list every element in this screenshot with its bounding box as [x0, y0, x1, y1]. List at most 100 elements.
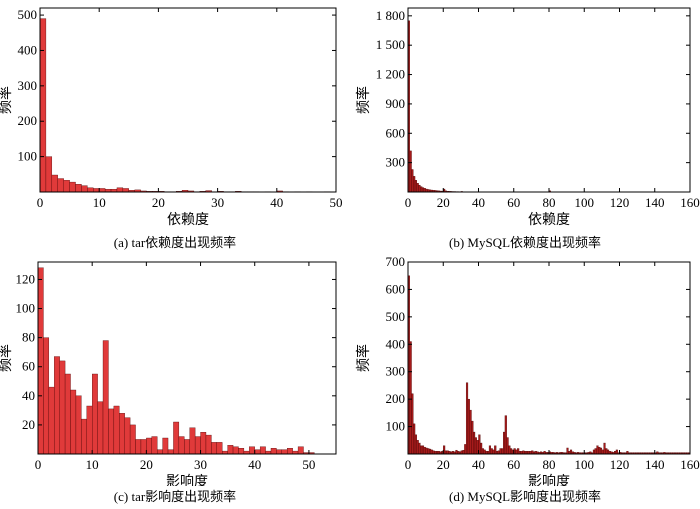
- bar-tar-impact-12: [102, 340, 109, 455]
- bar-tar-impact-2: [48, 386, 55, 455]
- chart-tar-impact: 0 10 20 30 40 50 20 40 60 80 100 120 影响度 频率: [0, 261, 337, 486]
- bar-mysql-impact-92: [569, 449, 573, 455]
- bar-mysql-impact-48: [492, 449, 495, 455]
- bar-tar-dependency-3: [57, 178, 64, 193]
- bar-mysql-impact-7: [420, 445, 423, 455]
- bar-mysql-impact-58: [510, 448, 513, 455]
- bar-mysql-impact-47: [490, 448, 493, 455]
- bar-tar-impact-31: [205, 434, 212, 455]
- bar-mysql-impact-36: [471, 420, 474, 455]
- bars-mysql-impact: [407, 275, 691, 455]
- y-tick-label-mysql-impact-400: 400: [386, 336, 406, 351]
- x-tick-label-mysql-impact-120: 120: [610, 457, 630, 472]
- y-tick-label-mysql-impact-500: 500: [386, 309, 406, 324]
- x-tick-label-tar-dependency-50: 50: [330, 195, 343, 210]
- bar-tar-impact-25: [173, 421, 180, 455]
- bar-tar-impact-35: [227, 445, 234, 455]
- bar-tar-impact-28: [189, 427, 196, 455]
- bar-mysql-impact-54: [503, 431, 506, 455]
- x-axis-title-tar-impact: 影响度: [166, 474, 208, 486]
- bar-mysql-impact-27: [455, 449, 458, 455]
- x-tick-label-tar-dependency-30: 30: [211, 195, 224, 210]
- bar-tar-dependency-10: [99, 188, 106, 193]
- bar-mysql-impact-12: [428, 448, 432, 455]
- bar-tar-impact-29: [194, 436, 201, 455]
- bar-mysql-impact-52: [499, 448, 502, 455]
- y-tick-label-mysql-impact-600: 600: [386, 281, 406, 296]
- bar-mysql-dependency-4: [414, 180, 417, 193]
- x-tick-label-mysql-dependency-140: 140: [645, 195, 665, 210]
- y-tick-label-tar-dependency-500: 500: [18, 7, 38, 22]
- bar-tar-impact-11: [97, 401, 104, 455]
- x-axis-title-mysql-dependency: 依赖度: [528, 212, 570, 228]
- bar-tar-dependency-8: [87, 187, 94, 193]
- bar-mysql-impact-37: [473, 431, 476, 455]
- bar-tar-impact-0: [37, 267, 44, 455]
- bar-tar-impact-44: [276, 449, 282, 455]
- bar-mysql-dependency-1: [409, 150, 412, 193]
- bar-tar-dependency-13: [116, 187, 124, 193]
- bar-mysql-impact-62: [517, 448, 520, 455]
- y-tick-label-tar-dependency-300: 300: [18, 78, 38, 93]
- x-tick-label-tar-dependency-10: 10: [93, 195, 106, 210]
- bar-tar-impact-43: [270, 448, 277, 455]
- bar-tar-impact-30: [200, 432, 207, 455]
- y-tick-label-mysql-impact-200: 200: [386, 391, 406, 406]
- x-tick-label-mysql-impact-80: 80: [543, 457, 556, 472]
- x-axis-title-mysql-impact: 影响度: [528, 474, 570, 486]
- bar-tar-impact-20: [146, 437, 152, 455]
- y-axis-title-tar-impact: 频率: [0, 344, 14, 372]
- bar-mysql-impact-35: [469, 409, 472, 455]
- bar-tar-impact-27: [184, 439, 190, 455]
- y-tick-label-mysql-impact-300: 300: [386, 364, 406, 379]
- bar-tar-impact-21: [151, 436, 158, 455]
- bar-mysql-impact-49: [494, 445, 497, 455]
- bar-tar-impact-7: [75, 395, 82, 455]
- bar-tar-impact-6: [70, 389, 77, 455]
- bar-tar-impact-14: [113, 405, 120, 455]
- bar-tar-dependency-7: [81, 185, 88, 193]
- panel-mysql-dependency: 0 20 40 60 80 100 120 140 160 300 600 900 1 200 1 500…: [350, 0, 700, 254]
- bar-mysql-impact-43: [483, 449, 486, 455]
- bar-mysql-impact-42: [481, 448, 484, 455]
- x-tick-label-mysql-dependency-20: 20: [437, 195, 450, 210]
- bar-mysql-dependency-7: [420, 186, 423, 193]
- bar-mysql-impact-13: [430, 449, 433, 455]
- bar-tar-impact-33: [216, 442, 223, 455]
- bar-mysql-impact-90: [566, 447, 569, 455]
- panel-tar-impact: 0 10 20 30 40 50 20 40 60 80 100 120 影响度 频率 (c) tar影响…: [0, 254, 350, 508]
- x-tick-label-tar-impact-20: 20: [140, 457, 153, 472]
- y-axis-title-mysql-impact: 频率: [355, 344, 372, 372]
- caption-mysql-dependency: (b) MySQL依赖度出现频率: [448, 235, 602, 250]
- caption-mysql-impact: (d) MySQL影响度出现频率: [448, 489, 602, 504]
- x-tick-label-tar-impact-30: 30: [194, 457, 207, 472]
- x-tick-label-mysql-dependency-80: 80: [543, 195, 556, 210]
- y-tick-label-tar-impact-20: 20: [22, 417, 35, 432]
- bar-tar-impact-46: [287, 448, 293, 455]
- x-tick-label-mysql-dependency-100: 100: [575, 195, 595, 210]
- bar-tar-dependency-4: [63, 180, 70, 193]
- x-tick-label-tar-impact-0: 0: [35, 457, 42, 472]
- bar-mysql-impact-107: [596, 445, 599, 455]
- bar-mysql-impact-8: [421, 445, 425, 455]
- bar-tar-impact-39: [249, 446, 255, 455]
- bar-mysql-impact-111: [603, 442, 606, 455]
- y-tick-label-tar-impact-60: 60: [22, 359, 35, 374]
- bar-mysql-impact-55: [504, 415, 507, 455]
- bar-mysql-impact-112: [605, 448, 608, 455]
- x-tick-label-tar-impact-50: 50: [302, 457, 315, 472]
- y-tick-label-mysql-dependency-900: 900: [386, 96, 406, 111]
- y-tick-label-tar-dependency-400: 400: [18, 42, 38, 57]
- bar-mysql-impact-4: [414, 434, 417, 455]
- x-tick-label-mysql-dependency-40: 40: [472, 195, 485, 210]
- bar-tar-dependency-9: [93, 188, 100, 193]
- y-tick-label-mysql-impact-100: 100: [386, 419, 406, 434]
- bar-mysql-impact-106: [594, 448, 597, 455]
- bar-tar-impact-1: [43, 337, 50, 455]
- y-tick-label-mysql-dependency-1800: 1 800: [376, 8, 405, 23]
- bar-tar-impact-15: [119, 413, 125, 455]
- y-axis-title-mysql-dependency: 频率: [355, 86, 372, 114]
- bar-tar-impact-22: [157, 449, 163, 455]
- x-tick-label-mysql-dependency-60: 60: [507, 195, 520, 210]
- panel-tar-dependency: 0 10 20 30 40 50 100 200 300 400 500 依赖度 频率 (a) tar依…: [0, 0, 350, 254]
